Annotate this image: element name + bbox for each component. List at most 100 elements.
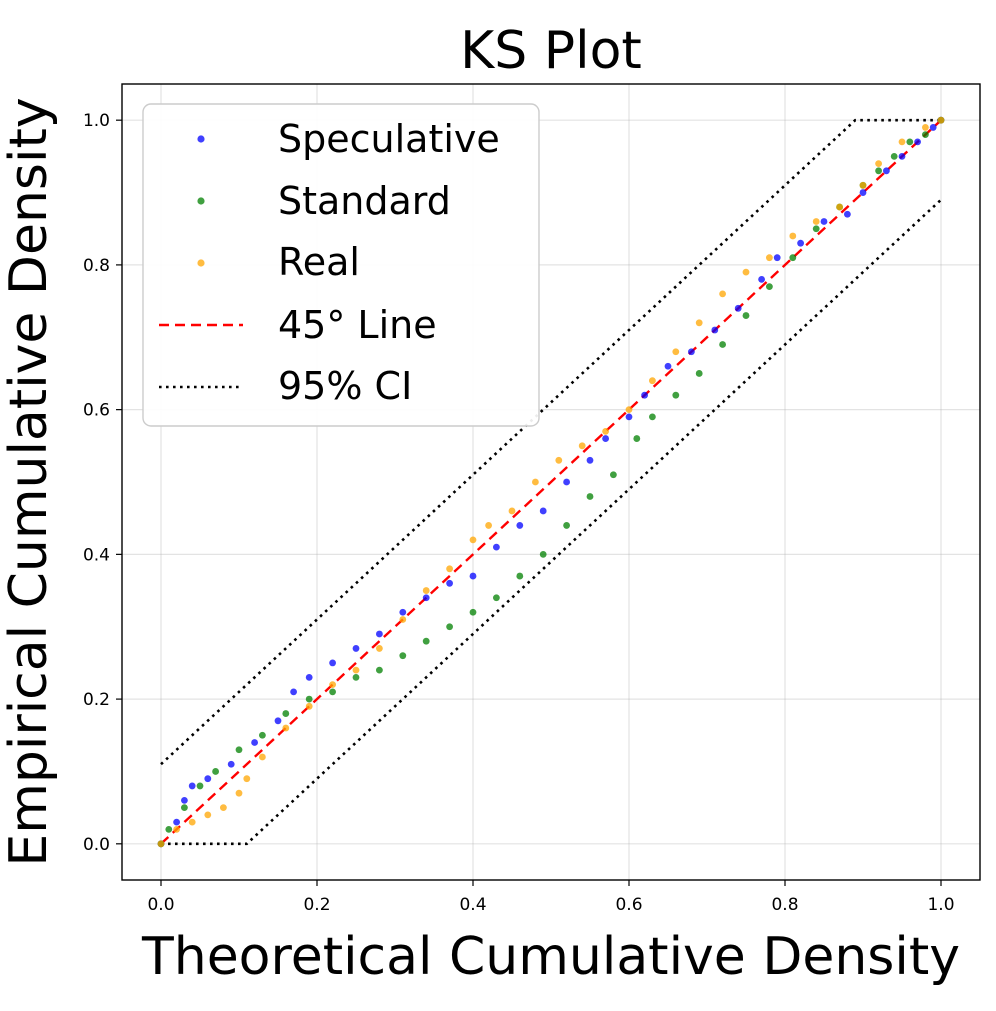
point-real-20	[555, 456, 563, 464]
point-speculative-33	[844, 210, 851, 218]
point-real-35	[898, 138, 906, 146]
point-speculative-16	[469, 572, 477, 580]
point-standard-12	[399, 652, 407, 660]
point-real-2	[188, 818, 196, 826]
point-speculative-4	[204, 775, 212, 783]
point-standard-1	[165, 825, 173, 833]
point-standard-11	[376, 666, 383, 674]
point-real-13	[399, 616, 407, 623]
y-tick-label-2: 0.4	[83, 545, 110, 565]
point-standard-15	[469, 608, 477, 616]
point-real-27	[719, 290, 726, 298]
point-real-37	[937, 116, 945, 124]
point-speculative-24	[641, 391, 648, 399]
x-tick-label-0: 0.0	[147, 895, 174, 915]
point-standard-14	[446, 623, 453, 631]
point-standard-25	[695, 370, 703, 377]
point-speculative-20	[563, 478, 570, 486]
y-tick-label-3: 0.6	[83, 401, 110, 421]
point-standard-13	[422, 637, 430, 645]
point-speculative-18	[516, 522, 524, 529]
point-real-7	[259, 753, 266, 761]
point-speculative-26	[688, 348, 695, 356]
point-real-18	[508, 507, 516, 515]
point-standard-7	[282, 710, 290, 717]
point-speculative-34	[859, 189, 867, 196]
point-standard-17	[516, 572, 524, 580]
point-real-36	[922, 124, 929, 131]
point-standard-3	[196, 782, 204, 790]
point-standard-34	[890, 152, 898, 160]
point-real-31	[812, 218, 820, 225]
point-standard-9	[329, 688, 336, 696]
tick-layer: 0.0 0.2 0.4 0.6 0.8 1.0 0.0 0.2 0.4 0.6 0.8 1.0	[83, 111, 955, 915]
point-real-33	[859, 181, 867, 189]
y-tick-label-0: 0.0	[83, 835, 110, 855]
legend-label-real: Real	[278, 240, 360, 284]
point-real-1	[173, 825, 181, 833]
legend-box	[142, 103, 540, 427]
point-standard-24	[672, 391, 680, 399]
point-real-19	[532, 478, 539, 486]
point-standard-29	[789, 254, 797, 262]
point-speculative-21	[586, 456, 594, 464]
point-speculative-11	[352, 645, 360, 652]
y-tick-label-4: 0.8	[83, 256, 110, 276]
point-standard-26	[719, 341, 726, 348]
legend-marker-speculative	[197, 135, 205, 143]
point-speculative-19	[539, 507, 547, 515]
point-speculative-23	[625, 413, 633, 421]
point-standard-20	[586, 493, 594, 500]
point-speculative-12	[376, 630, 383, 638]
x-tick-label-2: 0.4	[459, 895, 486, 915]
point-speculative-27	[711, 326, 719, 334]
x-tick-label-3: 0.6	[615, 895, 642, 915]
point-speculative-1	[173, 818, 181, 826]
point-speculative-10	[329, 659, 336, 667]
point-real-25	[672, 348, 680, 356]
point-speculative-17	[493, 543, 500, 551]
point-standard-33	[875, 167, 882, 175]
point-real-12	[376, 645, 383, 652]
point-standard-19	[563, 522, 570, 529]
plot-frame	[121, 83, 981, 881]
point-real-16	[469, 536, 477, 544]
point-standard-2	[181, 804, 188, 812]
point-real-21	[578, 442, 586, 450]
point-standard-35	[906, 138, 914, 146]
point-real-8	[282, 724, 290, 732]
point-real-29	[766, 254, 773, 262]
legend-label-speculative: Speculative	[278, 117, 500, 161]
point-standard-10	[352, 673, 360, 681]
legend-label-95-ci: 95% CI	[278, 364, 412, 408]
point-real-32	[836, 203, 843, 211]
ci-lower-bound	[161, 198, 942, 846]
point-speculative-2	[181, 797, 188, 804]
point-speculative-6	[251, 739, 258, 746]
point-speculative-36	[898, 152, 906, 160]
x-tick-label-4: 0.8	[771, 895, 798, 915]
point-standard-16	[493, 594, 500, 602]
legend-label-standard: Standard	[278, 179, 451, 223]
point-real-23	[625, 406, 633, 414]
diagonal-layer	[160, 119, 942, 845]
x-tick-label-1: 0.2	[303, 895, 330, 915]
point-speculative-32	[820, 218, 828, 225]
legend-marker-real	[197, 259, 205, 267]
point-real-26	[695, 319, 703, 327]
point-real-14	[422, 587, 430, 594]
point-real-22	[602, 427, 609, 435]
point-real-34	[875, 160, 882, 168]
chart-title: KS Plot	[460, 21, 642, 81]
point-real-9	[305, 702, 313, 710]
ci-layer	[160, 118, 942, 846]
point-real-10	[329, 681, 336, 689]
point-speculative-30	[773, 254, 781, 262]
point-speculative-3	[188, 782, 196, 790]
point-speculative-29	[758, 275, 765, 283]
point-speculative-13	[399, 608, 407, 616]
point-standard-30	[812, 225, 820, 233]
line-45-degree	[160, 119, 942, 845]
point-standard-4	[212, 768, 220, 775]
